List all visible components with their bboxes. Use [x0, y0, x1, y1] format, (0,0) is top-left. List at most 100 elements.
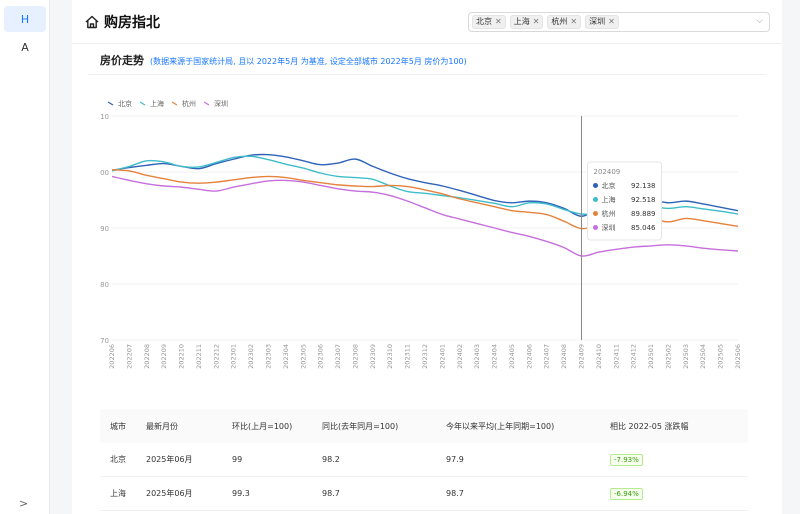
- y-tick-label: 100: [100, 169, 109, 177]
- x-tick-label: 202211: [195, 344, 203, 369]
- divider: [88, 74, 766, 75]
- table-row: 北京 2025年06月 99 98.2 97.9 -7.93%: [100, 443, 748, 477]
- cell-yoy: 98.7: [322, 489, 340, 498]
- x-tick-label: 202307: [334, 344, 342, 369]
- tooltip-series-name: 深圳: [602, 223, 616, 232]
- x-tick-label: 202404: [491, 344, 499, 369]
- tooltip-series-name: 北京: [602, 181, 616, 190]
- header-yoy: 同比(去年同月=100): [322, 421, 399, 431]
- x-tick-label: 202309: [369, 344, 377, 369]
- city-tag-shanghai: 上海 ✕: [509, 14, 544, 29]
- cell-city: 上海: [110, 489, 126, 498]
- x-tick-label: 202308: [351, 344, 359, 369]
- city-tag-hangzhou: 杭州 ✕: [547, 14, 582, 29]
- table-header: 城市 最新月份 环比(上月=100) 同比(去年同月=100) 今年以来平均(上…: [100, 409, 748, 443]
- x-tick-label: 202409: [578, 344, 586, 369]
- close-icon[interactable]: ✕: [608, 16, 615, 26]
- chevron-down-icon[interactable]: ⌵: [756, 15, 763, 26]
- tooltip-series-value: 89.889: [631, 210, 656, 218]
- x-tick-label: 202311: [404, 344, 412, 369]
- cell-yoy: 98.2: [322, 455, 340, 464]
- tooltip-title: 202409: [594, 168, 621, 176]
- cell-change: -7.93%: [610, 453, 748, 466]
- x-tick-label: 202502: [664, 344, 672, 369]
- legend-item[interactable]: 深圳: [203, 99, 228, 108]
- y-tick-label: 110: [100, 113, 109, 121]
- tooltip-marker: [593, 211, 598, 216]
- card-note: (数据来源于国家统计局, 且以 2022年5月 为基准, 设定全部城市 2022…: [150, 57, 467, 66]
- x-tick-label: 202505: [717, 344, 725, 369]
- y-tick-label: 70: [100, 337, 109, 345]
- change-badge: -7.93%: [610, 453, 643, 466]
- x-tick-label: 202408: [560, 344, 568, 369]
- tooltip-marker: [593, 197, 598, 202]
- city-summary-table: 城市 最新月份 环比(上月=100) 同比(去年同月=100) 今年以来平均(上…: [100, 409, 748, 511]
- cell-ytd: 97.9: [446, 455, 464, 464]
- page-title: 购房指北: [104, 14, 160, 31]
- x-tick-label: 202312: [421, 344, 429, 369]
- x-tick-label: 202210: [178, 344, 186, 369]
- cell-ytd: 98.7: [446, 489, 464, 498]
- tooltip-series-name: 上海: [602, 195, 616, 204]
- close-icon[interactable]: ✕: [570, 16, 578, 26]
- legend-item[interactable]: 杭州: [171, 99, 196, 108]
- x-tick-label: 202405: [508, 344, 516, 369]
- cell-month: 2025年06月: [146, 489, 193, 498]
- legend-swatch: [171, 101, 178, 106]
- x-tick-label: 202504: [699, 344, 707, 369]
- x-tick-label: 202401: [438, 344, 446, 369]
- sidebar-item-analysis[interactable]: A: [21, 40, 29, 54]
- series-line[interactable]: [111, 175, 739, 257]
- x-tick-label: 202407: [543, 344, 551, 369]
- y-tick-label: 90: [100, 225, 109, 233]
- x-tick-label: 202410: [595, 344, 603, 369]
- table-row: 上海 2025年06月 99.3 98.7 98.7 -6.94%: [100, 477, 748, 511]
- legend-label: 深圳: [214, 99, 228, 108]
- chart-tooltip: 202409 北京 92.138 上海 92.518 杭州 89.889 深圳 85.046: [587, 161, 662, 241]
- x-tick-label: 202310: [386, 344, 394, 369]
- x-tick-label: 202302: [247, 344, 255, 369]
- legend-swatch: [139, 101, 146, 106]
- legend-item[interactable]: 上海: [139, 99, 164, 108]
- x-tick-label: 202403: [473, 344, 481, 369]
- main-panel: 购房指北 北京 ✕ 上海 ✕ 杭州 ✕ 深圳 ✕ ⌵ 房价走势 (数据来源于国家统计局,…: [72, 0, 782, 514]
- close-icon[interactable]: ✕: [532, 16, 540, 26]
- tooltip-box: [587, 161, 662, 241]
- tooltip-series-name: 杭州: [602, 209, 616, 218]
- sidebar-collapse-button[interactable]: >: [19, 497, 29, 510]
- x-tick-label: 202402: [456, 344, 464, 369]
- header-ytd: 今年以来平均(上年同期=100): [446, 421, 555, 431]
- tooltip-marker: [593, 183, 598, 188]
- tooltip-series-value: 85.046: [631, 224, 656, 232]
- sidebar-item-home[interactable]: H: [4, 6, 46, 32]
- change-badge: -6.94%: [610, 487, 643, 500]
- x-tick-label: 202303: [265, 344, 273, 369]
- y-tick-label: 80: [100, 281, 109, 289]
- header: 购房指北 北京 ✕ 上海 ✕ 杭州 ✕ 深圳 ✕ ⌵: [72, 0, 782, 44]
- x-tick-label: 202503: [682, 344, 690, 369]
- x-tick-label: 202411: [612, 344, 620, 369]
- tooltip-marker: [593, 225, 598, 230]
- legend-item[interactable]: 北京: [107, 99, 132, 108]
- city-select[interactable]: 北京 ✕ 上海 ✕ 杭州 ✕ 深圳 ✕ ⌵: [468, 11, 770, 32]
- x-tick-label: 202212: [212, 344, 220, 369]
- tooltip-series-value: 92.138: [631, 182, 656, 190]
- x-tick-label: 202206: [108, 344, 116, 369]
- x-tick-label: 202208: [143, 344, 151, 369]
- city-tag-label: 杭州: [551, 16, 568, 26]
- legend-label: 上海: [150, 99, 164, 108]
- city-tag-label: 上海: [513, 16, 530, 26]
- cell-mom: 99.3: [232, 489, 250, 498]
- x-tick-label: 202306: [317, 344, 325, 369]
- city-tag-beijing: 北京 ✕: [472, 14, 506, 29]
- card-header: 房价走势 (数据来源于国家统计局, 且以 2022年5月 为基准, 设定全部城市…: [100, 52, 467, 68]
- close-icon[interactable]: ✕: [495, 16, 502, 26]
- cell-mom: 99: [232, 455, 243, 464]
- city-tag-shenzhen: 深圳 ✕: [585, 14, 619, 29]
- legend-label: 杭州: [182, 99, 196, 108]
- home-icon: [85, 15, 99, 28]
- city-tag-label: 深圳: [589, 16, 606, 26]
- x-tick-label: 202207: [125, 344, 133, 369]
- x-tick-label: 202506: [734, 344, 742, 369]
